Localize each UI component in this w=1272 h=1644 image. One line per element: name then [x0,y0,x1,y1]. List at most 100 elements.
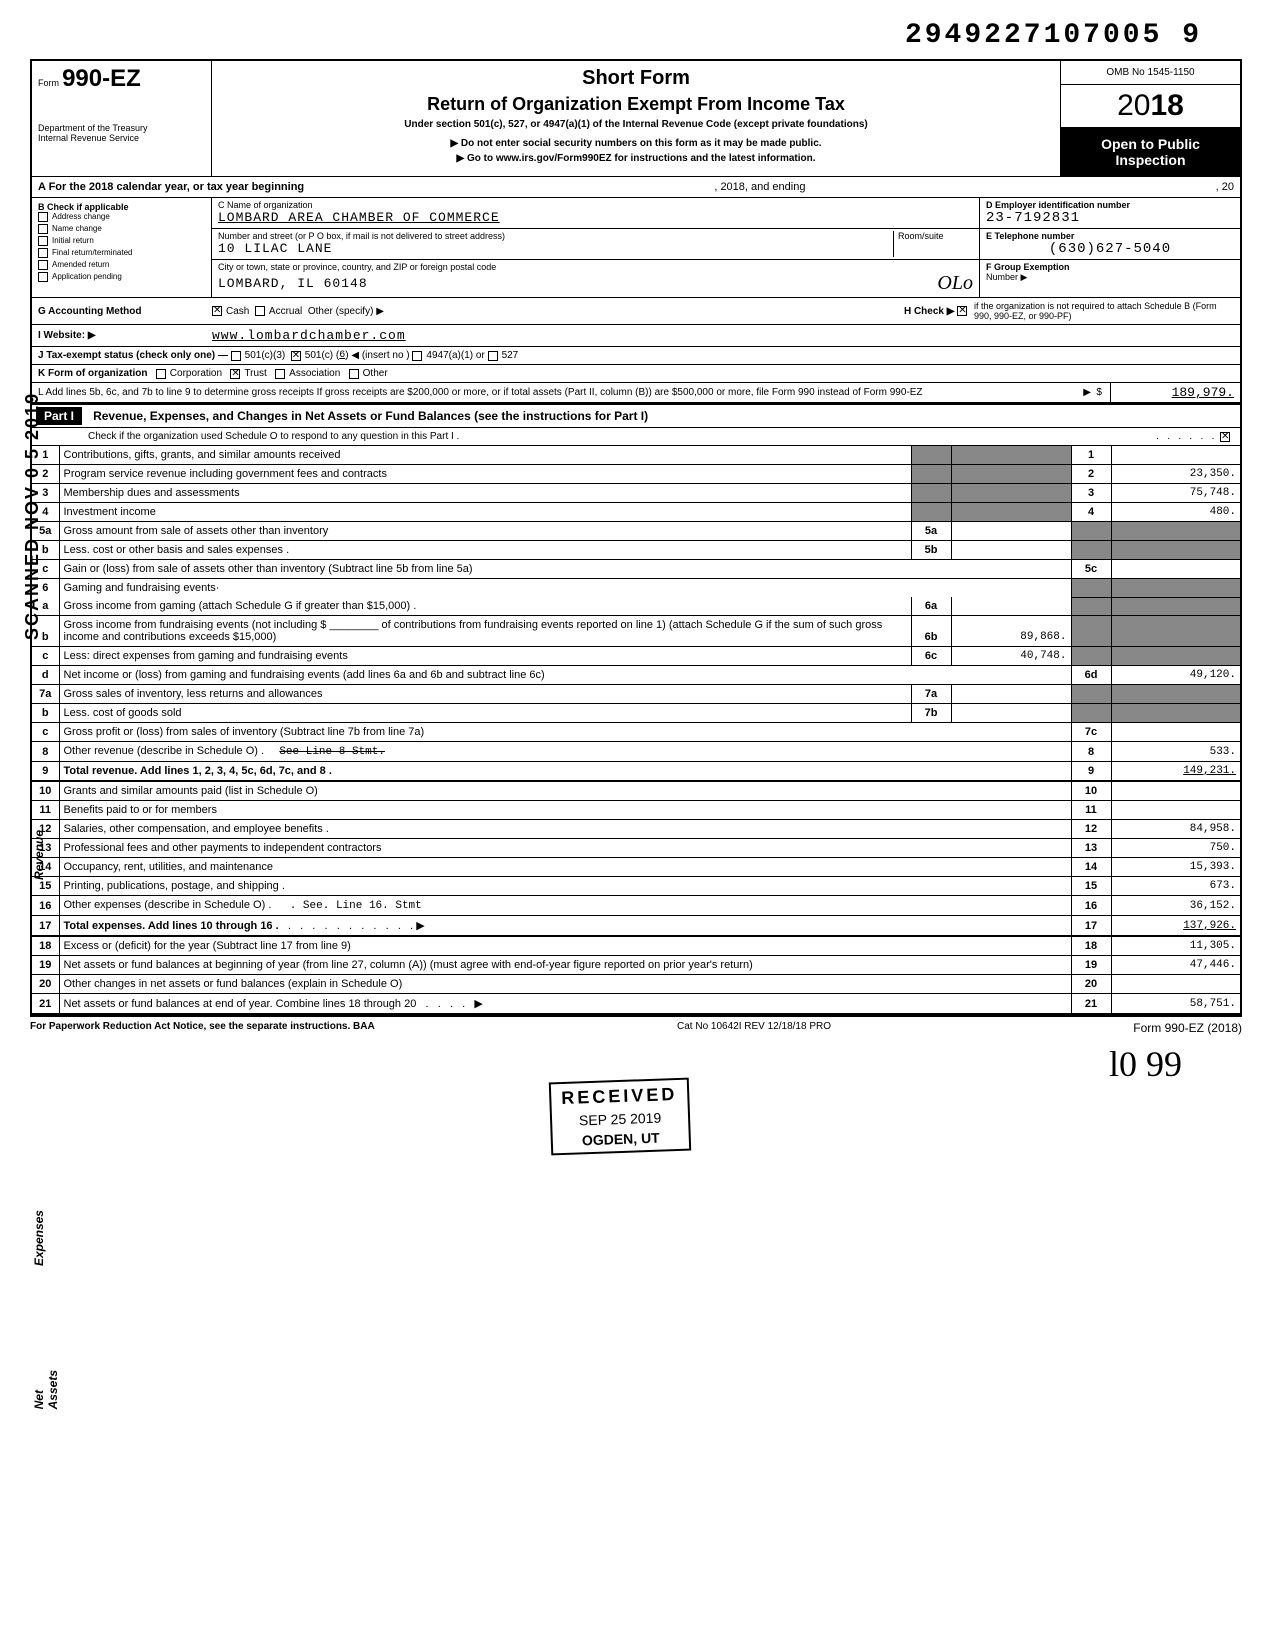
section-k-label: K Form of organization [38,368,147,379]
trust-label: Trust [244,368,266,379]
line-6: 6 Gaming and fundraising events· [31,579,1241,598]
section-f-label: F Group Exemption [986,262,1234,272]
line-1-label: Contributions, gifts, grants, and simila… [59,446,911,465]
form-header: Form 990-EZ Department of the Treasury I… [30,59,1242,176]
line-5a: 5a Gross amount from sale of assets othe… [31,522,1241,541]
check-address-change[interactable]: Address change [38,212,205,222]
line-18: 18 Excess or (deficit) for the year (Sub… [31,936,1241,956]
line-2: 2 Program service revenue including gove… [31,465,1241,484]
check-trust[interactable] [230,369,240,379]
check-4947[interactable] [412,351,422,361]
check-pending[interactable]: Application pending [38,272,205,282]
ssn-warning: ▶ Do not enter social security numbers o… [222,138,1050,149]
line-20-val [1111,975,1241,994]
check-name-change[interactable]: Name change [38,224,205,234]
section-f-number: Number ▶ [986,272,1234,283]
check-final-return[interactable]: Final return/terminated [38,248,205,258]
goto-link: ▶ Go to www.irs.gov/Form990EZ for instru… [222,153,1050,164]
line-6c: c Less: direct expenses from gaming and … [31,647,1241,666]
org-name: LOMBARD AREA CHAMBER OF COMMERCE [218,210,973,225]
line-5c: c Gain or (loss) from sale of assets oth… [31,560,1241,579]
check-schedule-b[interactable] [957,306,967,316]
check-accrual[interactable] [255,306,265,316]
section-j-label: J Tax-exempt status (check only one) — [38,350,228,361]
line-9: 9 Total revenue. Add lines 1, 2, 3, 4, 5… [31,762,1241,782]
line-10: 10 Grants and similar amounts paid (list… [31,781,1241,801]
revenue-section-label: Revenue [32,830,46,880]
city-label: City or town, state or province, country… [218,262,973,272]
line-11-val [1111,801,1241,820]
line-8-val: 533. [1111,742,1241,762]
line-6b-subval: 89,868. [951,616,1071,647]
section-d-label: D Employer identification number [986,200,1234,210]
handwritten-notes: l0 99 [1109,1043,1182,1085]
527-label: 527 [502,350,519,361]
row-j: J Tax-exempt status (check only one) — 5… [30,347,1242,365]
line-6-label: Gaming and fundraising events· [59,579,1071,598]
line-15-val: 673. [1111,877,1241,896]
received-date: SEP 25 2019 [562,1109,679,1129]
line-13-val: 750. [1111,839,1241,858]
dept-treasury: Department of the Treasury [38,123,205,133]
501c-label: 501(c) ( [305,350,339,361]
line-12: 12 Salaries, other compensation, and emp… [31,820,1241,839]
line-5a-subval [951,522,1071,541]
line-13-label: Professional fees and other payments to … [59,839,1071,858]
line-7b-subval [951,704,1071,723]
check-corp[interactable] [156,369,166,379]
check-amended[interactable]: Amended return [38,260,205,270]
line-1: 1 Contributions, gifts, grants, and simi… [31,446,1241,465]
line-5b-label: Less. cost or other basis and sales expe… [59,541,911,560]
line-20-label: Other changes in net assets or fund bala… [59,975,1071,994]
line-4: 4 Investment income 4 480. [31,503,1241,522]
line-14: 14 Occupancy, rent, utilities, and maint… [31,858,1241,877]
line-4-label: Investment income [59,503,911,522]
check-schedule-o[interactable] [1220,432,1230,442]
check-501c[interactable] [291,351,301,361]
row-i: I Website: ▶ www.lombardchamber.com [30,325,1242,347]
line-6c-label: Less: direct expenses from gaming and fu… [59,647,911,666]
row-l: L Add lines 5b, 6c, and 7b to line 9 to … [30,383,1242,404]
line-3-label: Membership dues and assessments [59,484,911,503]
line-1-val [1111,446,1241,465]
501c3-label: 501(c)(3) [245,350,286,361]
line-12-label: Salaries, other compensation, and employ… [59,820,1071,839]
check-cash[interactable] [212,306,222,316]
line-7a-subval [951,685,1071,704]
phone-value: (630)627-5040 [986,241,1234,257]
open-public: Open to Public Inspection [1061,128,1240,176]
4947-label: 4947(a)(1) or [426,350,484,361]
line-7c: c Gross profit or (loss) from sales of i… [31,723,1241,742]
room-label: Room/suite [898,231,973,241]
check-other-org[interactable] [349,369,359,379]
line-19-val: 47,446. [1111,956,1241,975]
website-value: www.lombardchamber.com [212,328,406,343]
check-501c3[interactable] [231,351,241,361]
line-13: 13 Professional fees and other payments … [31,839,1241,858]
initial-stamp: OLo [937,272,973,295]
scan-number: 2949227107005 9 [30,20,1242,51]
section-b-header: B Check if applicable [38,202,205,212]
netassets-section-label: Net Assets [32,1370,60,1409]
line-9-label: Total revenue. Add lines 1, 2, 3, 4, 5c,… [64,765,332,777]
line-16: 16 Other expenses (describe in Schedule … [31,896,1241,916]
check-assoc[interactable] [275,369,285,379]
section-h-label: H Check ▶ [904,306,954,317]
omb-number: OMB No 1545-1150 [1061,61,1240,85]
street-value: 10 LILAC LANE [218,241,893,256]
part-1-header-row: Part I Revenue, Expenses, and Changes in… [30,404,1242,428]
line-7c-label: Gross profit or (loss) from sales of inv… [59,723,1071,742]
line-6b: b Gross income from fundraising events (… [31,616,1241,647]
check-527[interactable] [488,351,498,361]
under-section: Under section 501(c), 527, or 4947(a)(1)… [222,119,1050,130]
accrual-label: Accrual [269,306,302,317]
line-17-val: 137,926. [1111,916,1241,937]
line-8: 8 Other revenue (describe in Schedule O)… [31,742,1241,762]
line-4-val: 480. [1111,503,1241,522]
expenses-section-label: Expenses [32,1210,46,1266]
lines-table: 1 Contributions, gifts, grants, and simi… [30,446,1242,1015]
check-initial-return[interactable]: Initial return [38,236,205,246]
line-21: 21 Net assets or fund balances at end of… [31,994,1241,1015]
line-6d-label: Net income or (loss) from gaming and fun… [59,666,1071,685]
line-20: 20 Other changes in net assets or fund b… [31,975,1241,994]
